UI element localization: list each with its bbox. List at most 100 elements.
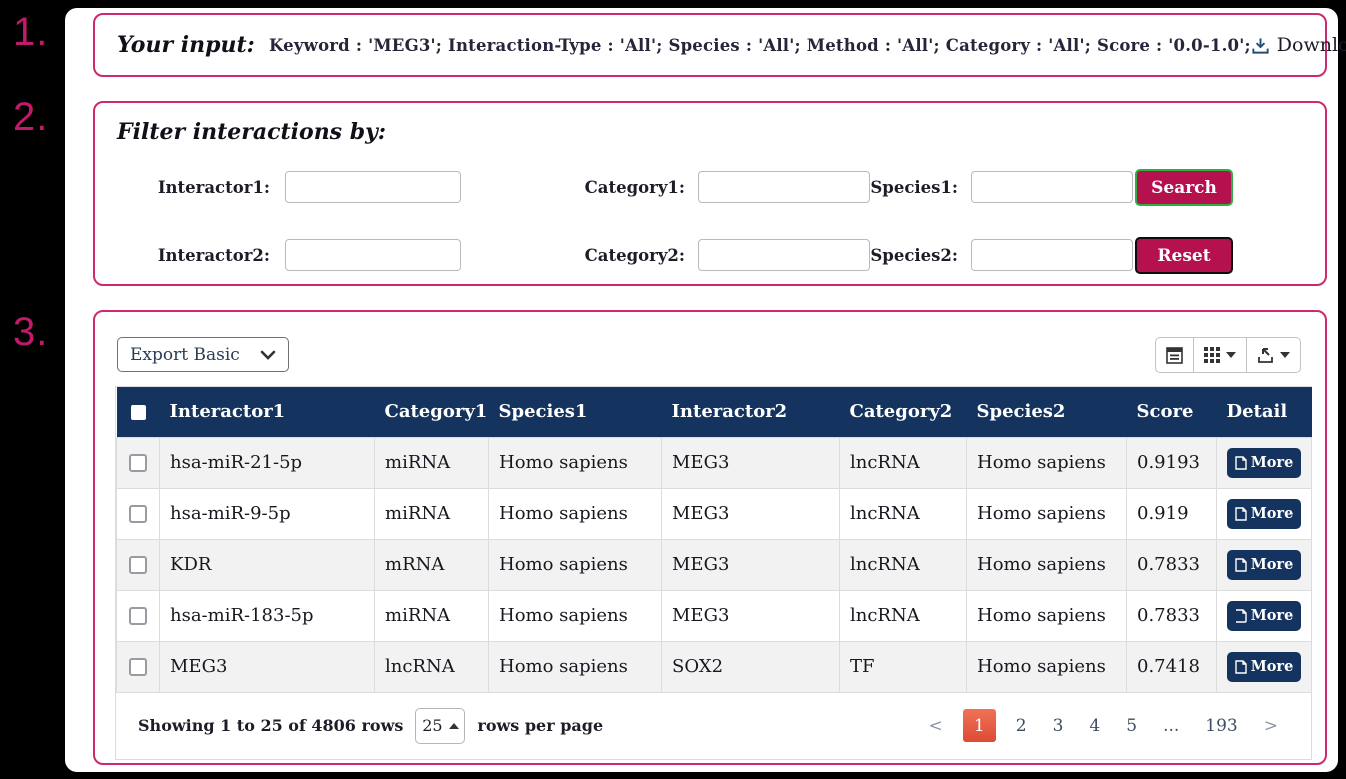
- toggle-view-button[interactable]: [1155, 337, 1194, 373]
- cell-species1: Homo sapiens: [488, 589, 662, 642]
- table-row: hsa-miR-21-5p miRNA Homo sapiens MEG3 ln…: [116, 436, 1312, 489]
- reset-button[interactable]: Reset: [1135, 237, 1233, 274]
- category1-input[interactable]: [698, 171, 870, 203]
- next-page-button[interactable]: >: [1263, 715, 1278, 736]
- caret-down-icon: [1280, 352, 1290, 358]
- more-button[interactable]: More: [1227, 498, 1301, 529]
- col-header-category1[interactable]: Category1: [374, 387, 489, 437]
- col-header-detail[interactable]: Detail: [1216, 387, 1312, 437]
- cell-species1: Homo sapiens: [488, 640, 662, 693]
- file-icon: [1235, 455, 1247, 470]
- cell-species1: Homo sapiens: [488, 487, 662, 540]
- row-checkbox[interactable]: [129, 505, 147, 523]
- col-header-score[interactable]: Score: [1126, 387, 1217, 437]
- col-header-interactor2[interactable]: Interactor2: [661, 387, 840, 437]
- category1-label: Category1:: [584, 178, 685, 197]
- export-select-value: Export Basic: [130, 344, 240, 365]
- species2-input[interactable]: [971, 239, 1133, 271]
- species1-input[interactable]: [971, 171, 1133, 203]
- page-button-1[interactable]: 1: [962, 709, 996, 742]
- results-panel: Export Basic: [93, 310, 1327, 765]
- cell-category1: lncRNA: [374, 640, 489, 693]
- table-row: MEG3 lncRNA Homo sapiens SOX2 TF Homo sa…: [116, 640, 1312, 693]
- cell-score: 0.7833: [1126, 589, 1217, 642]
- cell-species1: Homo sapiens: [488, 538, 662, 591]
- row-checkbox[interactable]: [129, 607, 147, 625]
- cell-interactor2: SOX2: [661, 640, 840, 693]
- results-table: Interactor1 Category1 Species1 Interacto…: [116, 387, 1312, 693]
- download-icon: [1252, 37, 1269, 54]
- export-select[interactable]: Export Basic: [117, 337, 289, 372]
- cell-species2: Homo sapiens: [966, 640, 1127, 693]
- cell-category1: mRNA: [374, 538, 489, 591]
- file-icon: [1235, 659, 1247, 674]
- col-header-species2[interactable]: Species2: [966, 387, 1127, 437]
- page-size-select[interactable]: 25: [415, 707, 466, 744]
- more-button[interactable]: More: [1227, 549, 1301, 580]
- grid-icon: [1204, 347, 1220, 363]
- interactor1-input[interactable]: [285, 171, 461, 203]
- cell-interactor1: MEG3: [159, 640, 375, 693]
- table-header-row: Interactor1 Category1 Species1 Interacto…: [116, 387, 1312, 437]
- cell-interactor2: MEG3: [661, 487, 840, 540]
- cell-species2: Homo sapiens: [966, 589, 1127, 642]
- cell-score: 0.919: [1126, 487, 1217, 540]
- cell-species1: Homo sapiens: [488, 436, 662, 489]
- species1-label: Species1:: [870, 178, 958, 197]
- table-row: hsa-miR-183-5p miRNA Homo sapiens MEG3 l…: [116, 589, 1312, 642]
- file-icon: [1235, 506, 1247, 521]
- search-button[interactable]: Search: [1135, 169, 1233, 206]
- filter-row-1: Interactor1: Category1: Species1: Search: [95, 169, 1325, 207]
- interactor2-input[interactable]: [285, 239, 461, 271]
- cell-score: 0.7418: [1126, 640, 1217, 693]
- export-button[interactable]: [1247, 337, 1301, 373]
- cell-score: 0.7833: [1126, 538, 1217, 591]
- category2-input[interactable]: [698, 239, 870, 271]
- results-table-wrap: Interactor1 Category1 Species1 Interacto…: [115, 386, 1312, 760]
- col-header-species1[interactable]: Species1: [488, 387, 662, 437]
- row-checkbox[interactable]: [129, 556, 147, 574]
- select-all-checkbox[interactable]: [130, 404, 146, 420]
- filter-row-2: Interactor2: Category2: Species2: Reset: [95, 237, 1325, 275]
- prev-page-button[interactable]: <: [928, 715, 943, 736]
- cell-score: 0.9193: [1126, 436, 1217, 489]
- filter-title: Filter interactions by:: [117, 119, 387, 145]
- cell-species2: Homo sapiens: [966, 487, 1127, 540]
- row-checkbox[interactable]: [129, 454, 147, 472]
- cell-interactor1: hsa-miR-183-5p: [159, 589, 375, 642]
- col-header-category2[interactable]: Category2: [839, 387, 967, 437]
- download-link[interactable]: Download: [1251, 34, 1346, 56]
- cell-category2: TF: [839, 640, 967, 693]
- cell-category1: miRNA: [374, 589, 489, 642]
- species2-label: Species2:: [870, 246, 958, 265]
- more-button[interactable]: More: [1227, 447, 1301, 478]
- page-button-3[interactable]: 3: [1052, 715, 1064, 736]
- row-checkbox[interactable]: [129, 658, 147, 676]
- step-1-label: 1.: [13, 10, 49, 54]
- cell-category2: lncRNA: [839, 487, 967, 540]
- cell-category1: miRNA: [374, 487, 489, 540]
- table-toolbar: Export Basic: [95, 337, 1325, 373]
- file-icon: [1235, 557, 1247, 572]
- page-canvas: Your input: Keyword : 'MEG3'; Interactio…: [65, 8, 1346, 772]
- step-3-label: 3.: [13, 310, 49, 354]
- card-view-icon: [1166, 346, 1183, 364]
- cell-interactor1: hsa-miR-9-5p: [159, 487, 375, 540]
- columns-button[interactable]: [1194, 337, 1247, 373]
- page-button-2[interactable]: 2: [1015, 715, 1027, 736]
- page-button-4[interactable]: 4: [1089, 715, 1101, 736]
- file-icon: [1235, 608, 1247, 623]
- cell-category2: lncRNA: [839, 538, 967, 591]
- chevron-down-icon: [260, 350, 276, 360]
- step-2-label: 2.: [13, 95, 49, 139]
- cell-interactor2: MEG3: [661, 589, 840, 642]
- more-button[interactable]: More: [1227, 651, 1301, 682]
- page-size-value: 25: [422, 716, 443, 735]
- table-row: hsa-miR-9-5p miRNA Homo sapiens MEG3 lnc…: [116, 487, 1312, 540]
- more-button[interactable]: More: [1227, 600, 1301, 631]
- col-header-interactor1[interactable]: Interactor1: [159, 387, 375, 437]
- page-button-193[interactable]: 193: [1205, 715, 1238, 736]
- cell-species2: Homo sapiens: [966, 538, 1127, 591]
- page-ellipsis: ...: [1163, 715, 1180, 736]
- page-button-5[interactable]: 5: [1126, 715, 1138, 736]
